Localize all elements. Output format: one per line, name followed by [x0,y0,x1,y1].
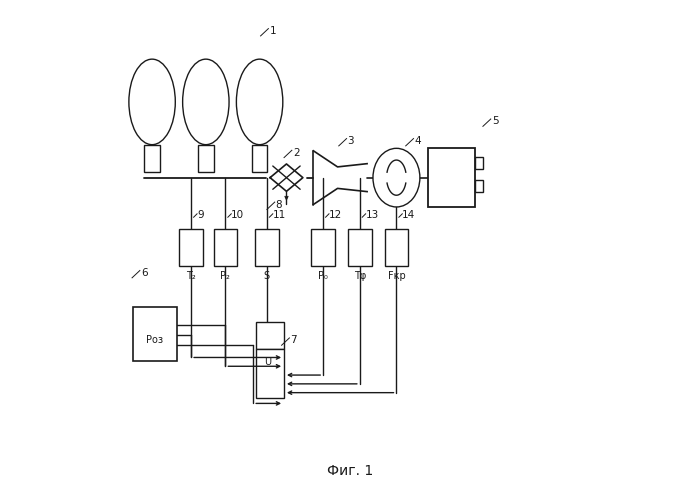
Text: 9: 9 [197,210,204,220]
Text: 13: 13 [365,210,379,220]
Text: P₂: P₂ [220,271,230,281]
Bar [475,157,484,169]
Text: 4: 4 [414,136,421,146]
Bar [256,322,284,349]
Text: 1: 1 [270,26,276,36]
Bar [428,148,475,207]
Text: 11: 11 [273,210,286,220]
Bar [198,145,214,171]
Bar [132,307,176,361]
Text: Фиг. 1: Фиг. 1 [327,464,373,478]
Text: 12: 12 [329,210,342,220]
Text: 7: 7 [290,335,297,345]
Text: 5: 5 [491,116,498,126]
Text: U: U [264,357,272,367]
Bar [312,229,335,265]
Text: 3: 3 [348,136,354,146]
Ellipse shape [373,148,420,207]
Bar [214,229,237,265]
Text: T₂: T₂ [186,271,196,281]
Bar [385,229,408,265]
Bar [348,229,372,265]
Bar [256,229,279,265]
Ellipse shape [129,59,175,145]
Text: 6: 6 [141,268,148,278]
Text: 14: 14 [402,210,416,220]
Bar [179,229,203,265]
Bar [256,349,284,398]
Bar [252,145,267,171]
Ellipse shape [183,59,229,145]
Text: S: S [264,271,270,281]
Text: Fкр: Fкр [388,271,405,281]
Bar [144,145,160,171]
Text: Pоз: Pоз [146,335,163,345]
Ellipse shape [237,59,283,145]
Text: 2: 2 [293,148,300,158]
Bar [475,180,484,192]
Text: 8: 8 [276,199,282,210]
Text: Tφ: Tφ [354,271,366,281]
Text: 10: 10 [231,210,244,220]
Text: P₀: P₀ [318,271,328,281]
